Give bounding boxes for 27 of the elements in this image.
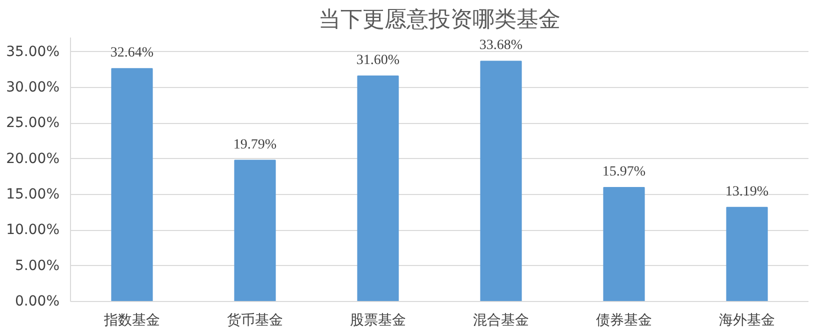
y-tick-label: 15.00% <box>6 186 60 202</box>
y-tick-label: 0.00% <box>15 294 60 310</box>
data-label: 31.60% <box>356 53 400 68</box>
y-tick-label: 5.00% <box>15 258 60 274</box>
x-tick-label: 海外基金 <box>719 312 775 328</box>
bar <box>234 160 276 302</box>
y-tick-label: 35.00% <box>6 44 60 60</box>
x-tick-label: 指数基金 <box>103 312 160 328</box>
y-tick-label: 30.00% <box>6 79 60 96</box>
y-tick-label: 20.00% <box>6 150 60 167</box>
x-tick-label: 混合基金 <box>473 312 529 328</box>
x-tick-label: 货币基金 <box>227 312 283 328</box>
x-tick-label: 股票基金 <box>350 312 406 328</box>
data-label: 13.19% <box>725 184 769 200</box>
data-label: 19.79% <box>233 137 277 152</box>
bar <box>357 76 399 302</box>
bar <box>603 187 645 302</box>
bar <box>480 60 522 302</box>
data-label: 33.68% <box>479 38 523 54</box>
x-tick-label: 债券基金 <box>596 312 652 328</box>
data-label: 15.97% <box>602 164 646 180</box>
bar <box>111 68 153 302</box>
y-tick-label: 10.00% <box>6 222 60 238</box>
data-label: 32.64% <box>110 46 154 61</box>
chart-title: 当下更愿意投资哪类基金 <box>318 8 560 32</box>
bar <box>726 206 768 302</box>
y-tick-label: 25.00% <box>6 115 60 132</box>
